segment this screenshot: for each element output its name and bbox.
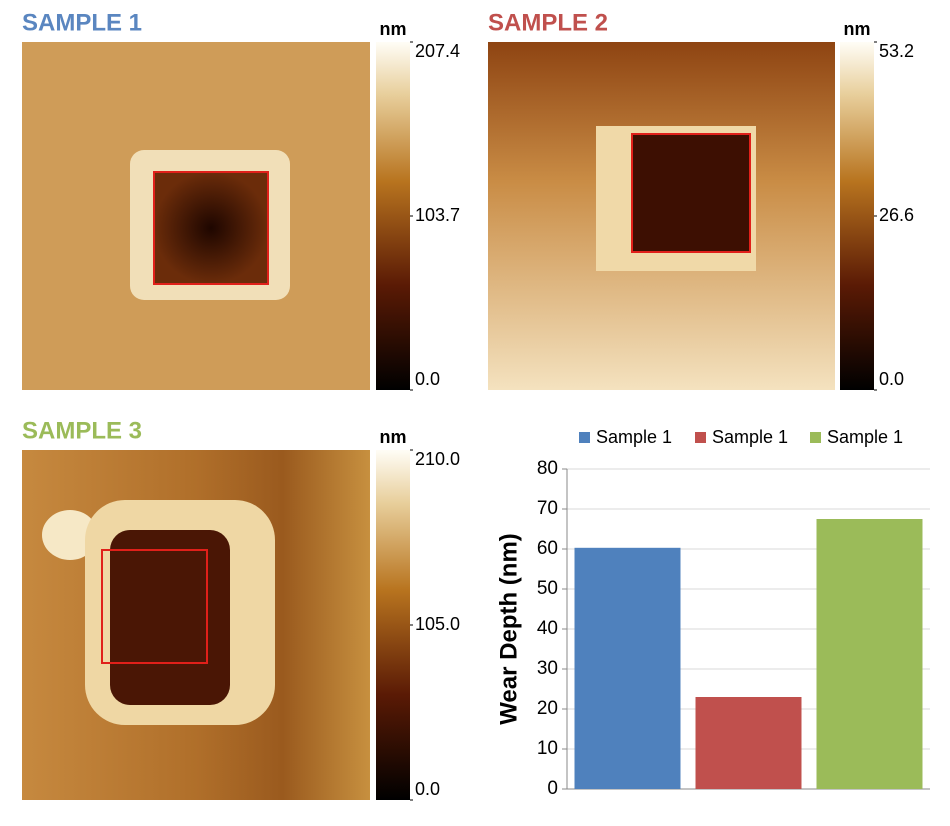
- panel-title: SAMPLE 3: [22, 417, 142, 444]
- unit-label: nm: [844, 19, 871, 39]
- y-tick-label: 70: [537, 498, 558, 519]
- colorbar-label: 105.0: [415, 614, 460, 634]
- afm-image: [22, 450, 370, 800]
- bar: [816, 519, 923, 789]
- y-tick-label: 50: [537, 578, 558, 599]
- y-tick-label: 60: [537, 538, 558, 559]
- colorbar-label: 0.0: [415, 369, 440, 389]
- y-axis-label: Wear Depth (nm): [495, 533, 522, 725]
- colorbar-label: 0.0: [879, 369, 904, 389]
- afm-image: [22, 42, 370, 390]
- colorbar: [840, 42, 874, 390]
- panel-title: SAMPLE 2: [488, 9, 608, 36]
- bar: [695, 697, 802, 789]
- legend-swatch: [695, 432, 706, 443]
- colorbar-label: 207.4: [415, 41, 460, 61]
- bar: [574, 547, 681, 789]
- colorbar-label: 103.7: [415, 205, 460, 225]
- legend-swatch: [810, 432, 821, 443]
- colorbar: [376, 450, 410, 800]
- y-tick-label: 20: [537, 698, 558, 719]
- y-tick-label: 10: [537, 738, 558, 759]
- colorbar-label: 210.0: [415, 449, 460, 469]
- afm-image: [488, 42, 835, 390]
- legend-label: Sample 1: [712, 427, 788, 447]
- colorbar-label: 53.2: [879, 41, 914, 61]
- colorbar-label: 26.6: [879, 205, 914, 225]
- panel-title: SAMPLE 1: [22, 9, 142, 36]
- colorbar: [376, 42, 410, 390]
- y-tick-label: 40: [537, 618, 558, 639]
- y-tick-label: 0: [547, 778, 558, 799]
- legend-swatch: [579, 432, 590, 443]
- y-tick-label: 80: [537, 458, 558, 479]
- legend-label: Sample 1: [596, 427, 672, 447]
- y-tick-label: 30: [537, 658, 558, 679]
- unit-label: nm: [380, 19, 407, 39]
- legend-label: Sample 1: [827, 427, 903, 447]
- colorbar-label: 0.0: [415, 779, 440, 799]
- unit-label: nm: [380, 427, 407, 447]
